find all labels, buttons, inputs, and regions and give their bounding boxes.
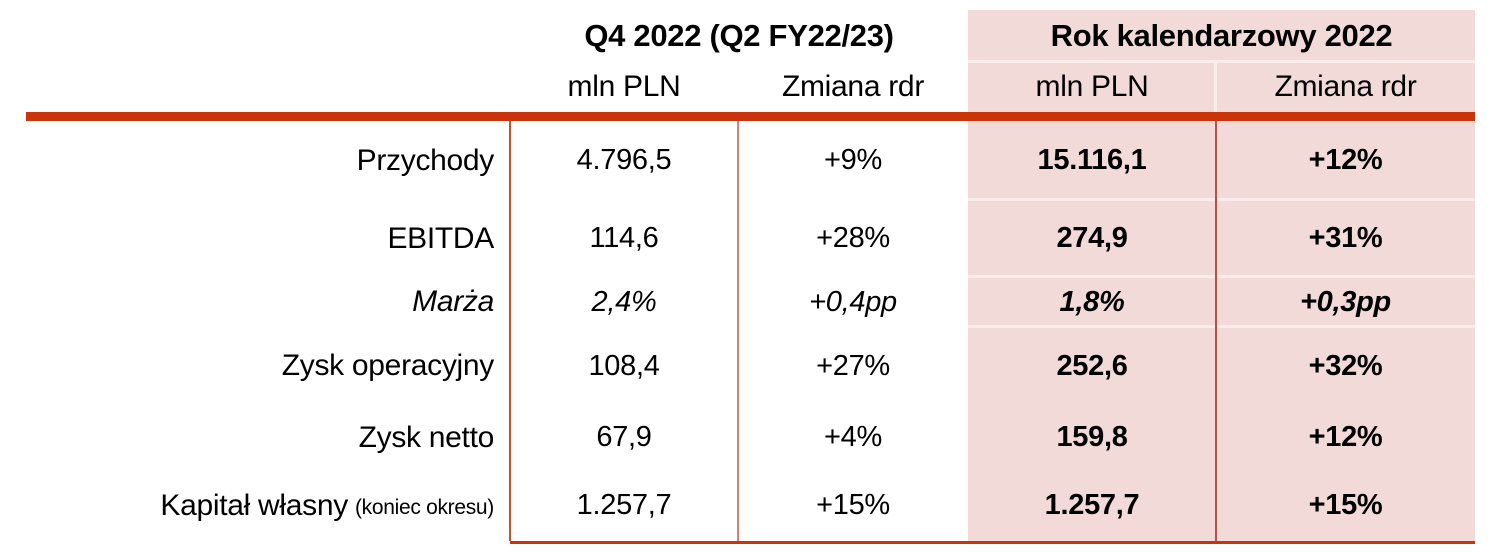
row-label-text: EBITDA bbox=[387, 221, 494, 255]
subheader-q4-zmiana-rdr: Zmiana rdr bbox=[781, 70, 925, 103]
pink-header-separator bbox=[968, 60, 1475, 63]
przychody-q4-mln: 4.796,5 bbox=[576, 144, 672, 176]
row-label-text: Zysk netto bbox=[358, 420, 495, 454]
kapital-wlasny-q4-mln: 1.257,7 bbox=[576, 489, 672, 521]
przychody-q4-change: +9% bbox=[824, 144, 882, 176]
column-divider-year-mln-change bbox=[1215, 121, 1217, 541]
header-q4-2022: Q4 2022 (Q2 FY22/23) bbox=[584, 18, 894, 53]
row-label-zysk-netto: Zysk netto bbox=[0, 405, 510, 470]
subheader-year-zmiana-rdr: Zmiana rdr bbox=[1274, 70, 1417, 103]
column-divider-q4-mln-change bbox=[737, 121, 739, 541]
zysk-netto-q4-mln: 67,9 bbox=[596, 421, 652, 453]
marza-year-change: +0,3pp bbox=[1300, 285, 1391, 318]
row-label-text: Kapitał własny bbox=[160, 488, 348, 522]
zysk-operacyjny-year-change: +32% bbox=[1308, 349, 1383, 382]
header-divider-rule bbox=[26, 112, 1475, 121]
zysk-operacyjny-q4-mln: 108,4 bbox=[588, 349, 660, 382]
kapital-wlasny-q4-change: +15% bbox=[816, 489, 890, 521]
column-divider-labels-q4 bbox=[509, 121, 511, 541]
header-rok-kalendarzowy-2022: Rok kalendarzowy 2022 bbox=[1050, 18, 1393, 53]
przychody-year-change: +12% bbox=[1308, 144, 1383, 176]
row-label-marza: Marża bbox=[0, 277, 510, 327]
ebitda-q4-mln: 114,6 bbox=[589, 222, 659, 254]
pink-row-separator-1 bbox=[968, 198, 1475, 201]
row-label-suffix: (koniec okresu) bbox=[354, 495, 494, 519]
row-label-zysk-operacyjny: Zysk operacyjny bbox=[0, 327, 510, 405]
zysk-netto-year-mln: 159,8 bbox=[1056, 421, 1128, 453]
pink-row-separator-2 bbox=[968, 275, 1475, 278]
table-bottom-rule bbox=[510, 541, 1475, 544]
row-label-ebitda: EBITDA bbox=[0, 200, 510, 277]
subheader-q4-mln-pln: mln PLN bbox=[567, 70, 681, 103]
zysk-netto-year-change: +12% bbox=[1308, 421, 1383, 453]
marza-q4-mln: 2,4% bbox=[591, 285, 657, 318]
ebitda-year-mln: 274,9 bbox=[1056, 222, 1128, 254]
row-label-text: Przychody bbox=[356, 143, 495, 177]
row-label-kapital-wlasny: Kapitał własny (koniec okresu) bbox=[0, 470, 510, 541]
przychody-year-mln: 15.116,1 bbox=[1037, 144, 1147, 176]
row-label-przychody: Przychody bbox=[0, 121, 510, 200]
row-label-text: Marża bbox=[412, 285, 494, 318]
pink-subheader-vertical-separator bbox=[1214, 63, 1217, 112]
zysk-operacyjny-year-mln: 252,6 bbox=[1056, 349, 1128, 382]
ebitda-q4-change: +28% bbox=[816, 222, 890, 254]
row-label-text: Zysk operacyjny bbox=[281, 349, 495, 382]
marza-year-mln: 1,8% bbox=[1059, 285, 1125, 318]
kapital-wlasny-year-mln: 1.257,7 bbox=[1044, 489, 1140, 521]
ebitda-year-change: +31% bbox=[1308, 222, 1383, 254]
zysk-operacyjny-q4-change: +27% bbox=[816, 349, 890, 382]
pink-row-separator-3 bbox=[968, 325, 1475, 328]
marza-q4-change: +0,4pp bbox=[809, 285, 897, 318]
kapital-wlasny-year-change: +15% bbox=[1308, 489, 1383, 521]
zysk-netto-q4-change: +4% bbox=[824, 421, 882, 453]
subheader-year-mln-pln: mln PLN bbox=[1035, 70, 1149, 103]
